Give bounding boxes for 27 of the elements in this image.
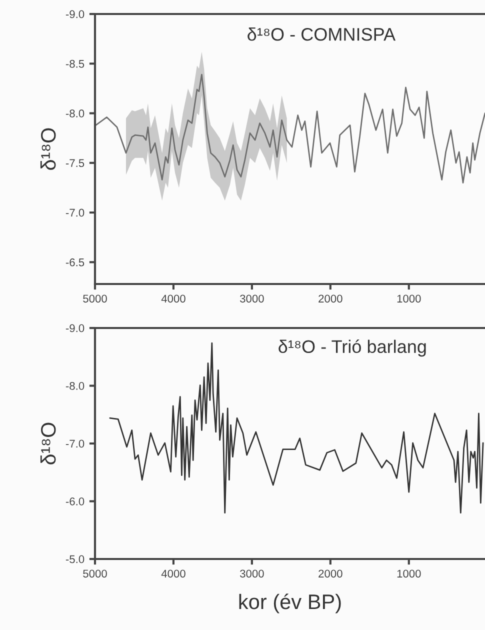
x-tick-label: 3000 bbox=[240, 570, 264, 578]
y-tick-label: -7.0 bbox=[66, 440, 84, 448]
text: δ¹⁸O - COMNISPA bbox=[248, 28, 396, 41]
text: δ¹⁸O - Trió barlang bbox=[278, 340, 426, 357]
y-tick-label: -7.0 bbox=[66, 208, 84, 217]
y-tick-label: -9.0 bbox=[66, 324, 84, 332]
y-tick-label: -6.5 bbox=[66, 258, 84, 266]
x-tick-label: 1000 bbox=[397, 294, 421, 303]
y-tick-label: -8.5 bbox=[66, 60, 84, 68]
y-tick-label: -6.0 bbox=[66, 498, 84, 506]
y-tick-label: -9.0 bbox=[66, 10, 84, 18]
x-axis-title: kor (év BP) bbox=[239, 594, 341, 614]
y-tick-label: -7.5 bbox=[66, 159, 84, 168]
y-tick-label: -8.0 bbox=[66, 382, 84, 390]
x-tick-label: 4000 bbox=[161, 294, 186, 303]
y-axis-title: δ¹⁸O bbox=[40, 128, 56, 170]
x-tick-label: 2000 bbox=[318, 570, 342, 578]
y-tick-label: -8.0 bbox=[66, 110, 84, 118]
x-tick-label: 5000 bbox=[83, 570, 107, 578]
x-tick-label: 3000 bbox=[240, 294, 264, 303]
y-tick-label: -5.0 bbox=[66, 555, 84, 564]
y-axis-title: δ¹⁸O bbox=[40, 422, 56, 464]
x-tick-label: 1000 bbox=[397, 570, 421, 578]
x-tick-label: 2000 bbox=[318, 294, 342, 303]
x-tick-label: 4000 bbox=[161, 570, 186, 578]
line-series bbox=[95, 74, 485, 184]
x-tick-label: 5000 bbox=[83, 294, 107, 303]
